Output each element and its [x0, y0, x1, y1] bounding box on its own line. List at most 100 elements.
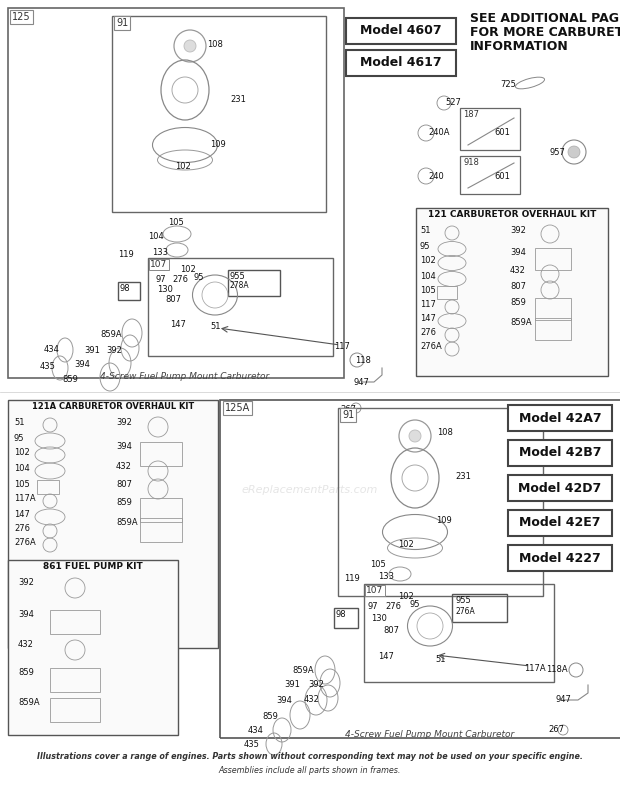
- Text: 392: 392: [18, 578, 34, 587]
- Text: 147: 147: [420, 314, 436, 323]
- Text: 859: 859: [62, 375, 78, 384]
- Text: 105: 105: [14, 480, 30, 489]
- Bar: [112, 16, 326, 212]
- Text: 601: 601: [494, 128, 510, 137]
- Bar: [8, 400, 218, 648]
- Text: Model 4617: Model 4617: [360, 57, 442, 69]
- Bar: [437, 286, 457, 299]
- Text: 725: 725: [500, 80, 516, 89]
- Text: 859A: 859A: [292, 666, 314, 675]
- Text: 51: 51: [435, 655, 446, 664]
- Text: 121 CARBURETOR OVERHAUL KIT: 121 CARBURETOR OVERHAUL KIT: [428, 210, 596, 219]
- Text: 276: 276: [172, 275, 188, 284]
- Text: 859: 859: [262, 712, 278, 721]
- Text: 4-Screw Fuel Pump Mount Carburetor: 4-Screw Fuel Pump Mount Carburetor: [100, 372, 270, 381]
- Bar: [346, 50, 456, 76]
- Text: 435: 435: [244, 740, 260, 749]
- Text: 392: 392: [510, 226, 526, 235]
- Text: 4-Screw Fuel Pump Mount Carburetor: 4-Screw Fuel Pump Mount Carburetor: [345, 730, 515, 739]
- Text: 391: 391: [84, 346, 100, 355]
- Text: 601: 601: [494, 172, 510, 181]
- Text: 267: 267: [340, 405, 356, 414]
- Bar: [364, 584, 554, 682]
- Text: 117: 117: [334, 342, 350, 351]
- Text: 102: 102: [180, 265, 196, 274]
- Bar: [346, 18, 456, 44]
- Circle shape: [409, 430, 421, 442]
- Text: 105: 105: [370, 560, 386, 569]
- Text: 957: 957: [550, 148, 566, 157]
- Text: 97: 97: [368, 602, 379, 611]
- Text: 859A: 859A: [510, 318, 531, 327]
- Text: 95: 95: [410, 600, 420, 609]
- Text: 394: 394: [116, 442, 132, 451]
- Bar: [508, 545, 612, 571]
- Text: Model 4227: Model 4227: [519, 552, 601, 564]
- Bar: [8, 560, 178, 735]
- Bar: [50, 610, 100, 634]
- Text: 107: 107: [150, 260, 167, 269]
- Text: 278A: 278A: [230, 281, 250, 290]
- Text: 98: 98: [120, 284, 131, 293]
- Bar: [535, 298, 571, 320]
- Bar: [140, 518, 182, 542]
- Bar: [50, 668, 100, 692]
- Text: 276: 276: [385, 602, 401, 611]
- Text: 240: 240: [428, 172, 444, 181]
- Text: 276A: 276A: [455, 607, 475, 616]
- Text: Model 4607: Model 4607: [360, 24, 442, 38]
- Text: 117A: 117A: [524, 664, 546, 673]
- Text: eReplacementParts.com: eReplacementParts.com: [242, 485, 378, 495]
- Text: 109: 109: [210, 140, 226, 149]
- Text: 807: 807: [383, 626, 399, 635]
- Text: 394: 394: [276, 696, 292, 705]
- Text: 51: 51: [14, 418, 25, 427]
- Text: 108: 108: [207, 40, 223, 49]
- Text: 276: 276: [14, 524, 30, 533]
- Text: 130: 130: [157, 285, 173, 294]
- Text: 859: 859: [18, 668, 34, 677]
- Text: 102: 102: [14, 448, 30, 457]
- Text: 392: 392: [308, 680, 324, 689]
- Text: 109: 109: [436, 516, 452, 525]
- Text: 118: 118: [355, 356, 371, 365]
- Text: 187: 187: [463, 110, 479, 119]
- Bar: [148, 258, 333, 356]
- Text: Model 42D7: Model 42D7: [518, 482, 601, 494]
- Text: 108: 108: [437, 428, 453, 437]
- Text: 147: 147: [378, 652, 394, 661]
- Text: 130: 130: [371, 614, 387, 623]
- Text: 394: 394: [18, 610, 34, 619]
- Text: 104: 104: [148, 232, 164, 241]
- Text: 276A: 276A: [420, 342, 441, 351]
- Text: 118A: 118A: [546, 665, 568, 674]
- Text: 432: 432: [304, 695, 320, 704]
- Text: 807: 807: [165, 295, 181, 304]
- Text: 392: 392: [106, 346, 122, 355]
- Text: 51: 51: [420, 226, 430, 235]
- Circle shape: [568, 146, 580, 158]
- Text: 105: 105: [420, 286, 436, 295]
- Text: 276: 276: [420, 328, 436, 337]
- Text: Assemblies include all parts shown in frames.: Assemblies include all parts shown in fr…: [219, 766, 401, 775]
- Text: 947: 947: [555, 695, 571, 704]
- Text: 432: 432: [510, 266, 526, 275]
- Bar: [460, 108, 520, 150]
- Text: Illustrations cover a range of engines. Parts shown without corresponding text m: Illustrations cover a range of engines. …: [37, 752, 583, 761]
- Text: 102: 102: [398, 540, 414, 549]
- Bar: [508, 405, 612, 431]
- Text: 147: 147: [14, 510, 30, 519]
- Text: 125: 125: [12, 12, 30, 22]
- Text: 91: 91: [116, 18, 128, 28]
- Text: 105: 105: [168, 218, 184, 227]
- Text: 147: 147: [170, 320, 186, 329]
- Text: 955: 955: [455, 596, 471, 605]
- Text: 434: 434: [44, 345, 60, 354]
- Text: 859: 859: [510, 298, 526, 307]
- Text: 97: 97: [155, 275, 166, 284]
- Text: 102: 102: [420, 256, 436, 265]
- Text: 240A: 240A: [428, 128, 450, 137]
- Bar: [140, 442, 182, 466]
- Bar: [508, 475, 612, 501]
- Text: FOR MORE CARBURETOR: FOR MORE CARBURETOR: [470, 26, 620, 39]
